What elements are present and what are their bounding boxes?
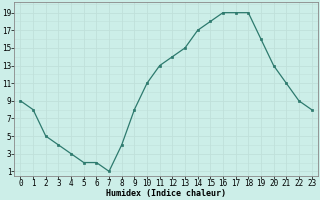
X-axis label: Humidex (Indice chaleur): Humidex (Indice chaleur) [106,189,226,198]
